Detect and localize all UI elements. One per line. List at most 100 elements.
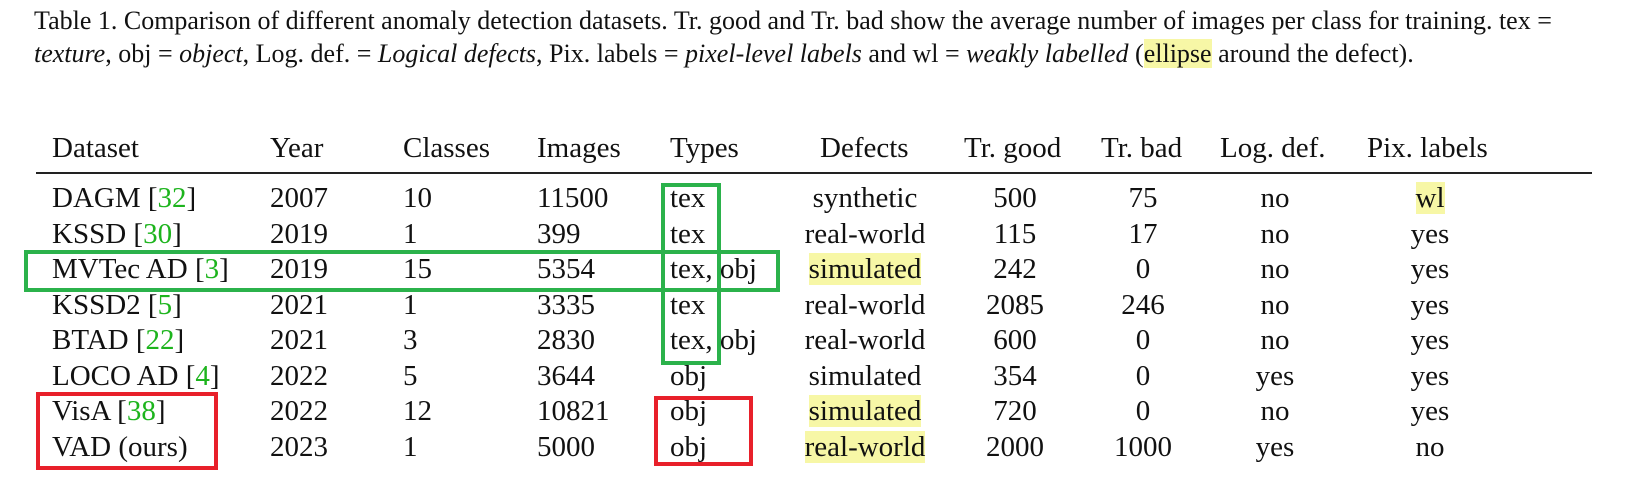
table-cell-images: 10821 <box>537 393 647 429</box>
cell-value: simulated <box>808 360 922 392</box>
caption-part: around the defect). <box>1211 39 1414 68</box>
cell-value: no <box>1260 324 1290 356</box>
table-cell-good: 2085 <box>955 287 1075 323</box>
citation-link[interactable]: 30 <box>143 218 173 250</box>
table-cell-defects: real-world <box>795 429 935 465</box>
caption-part: , obj = <box>105 39 180 68</box>
cell-value: wl <box>1415 182 1445 214</box>
cell-value: synthetic <box>812 182 918 214</box>
table-cell-types: tex <box>670 180 790 216</box>
table-cell-year: 2021 <box>270 322 360 358</box>
cell-value: 399 <box>537 218 581 250</box>
table-cell-good: 600 <box>955 322 1075 358</box>
citation-link[interactable]: 38 <box>126 395 156 427</box>
table-cell-name: MVTec AD [3] <box>52 253 229 285</box>
column-header: Pix. labels <box>1367 132 1488 164</box>
green-box-types-column <box>661 183 721 365</box>
cell-value: 2085 <box>986 289 1044 321</box>
citation-link[interactable]: 22 <box>145 324 175 356</box>
table-cell-log: yes <box>1215 429 1335 465</box>
table-cell-pix: yes <box>1360 393 1500 429</box>
cell-value: 2007 <box>270 182 328 214</box>
table-cell-types: obj <box>670 429 790 465</box>
citation-link[interactable]: 4 <box>195 360 210 392</box>
column-header: Images <box>537 132 621 164</box>
cell-value: 5354 <box>537 253 595 285</box>
cell-value: 3 <box>403 324 418 356</box>
table-cell-bad: 0 <box>1088 358 1198 394</box>
cell-value: obj <box>670 395 708 427</box>
table-cell-year: 2019 <box>270 216 360 252</box>
table-cell-good: 115 <box>955 216 1075 252</box>
table-cell-good: 720 <box>955 393 1075 429</box>
cell-value: no <box>1260 253 1290 285</box>
cell-value: 5 <box>403 360 418 392</box>
green-box-mvtec-row <box>24 250 780 292</box>
table-cell-pix: yes <box>1360 251 1500 287</box>
caption-ellipse-highlight: ellipse <box>1143 39 1212 68</box>
caption-texture: texture <box>34 39 106 68</box>
table-cell-types: tex, obj <box>670 251 790 287</box>
caption-part: , Pix. labels = <box>536 39 686 68</box>
table-cell-bad: 0 <box>1088 322 1198 358</box>
cell-value: no <box>1415 431 1445 463</box>
table-cell-log: no <box>1215 216 1335 252</box>
column-header: Tr. good <box>964 132 1062 164</box>
red-box-visa-vad-names <box>36 392 218 470</box>
table-cell-images: 3644 <box>537 358 647 394</box>
cell-value: 15 <box>403 253 432 285</box>
table-cell-classes: 5 <box>403 358 493 394</box>
caption-logical: Logical defects <box>377 39 537 68</box>
cell-value: tex <box>670 218 706 250</box>
citation-link[interactable]: 32 <box>157 182 187 214</box>
cell-value: 2022 <box>270 395 328 427</box>
cell-value: 354 <box>993 360 1037 392</box>
cell-value: no <box>1260 395 1290 427</box>
table-cell-year: 2022 <box>270 393 360 429</box>
table-cell-log: no <box>1215 287 1335 323</box>
table-cell-images: 3335 <box>537 287 647 323</box>
table-cell-year: 2021 <box>270 287 360 323</box>
cell-value: 10 <box>403 182 432 214</box>
cell-value: 115 <box>993 218 1037 250</box>
cell-value: simulated <box>808 253 922 285</box>
cell-value: obj <box>670 431 708 463</box>
caption-part: Table 1. Comparison of different anomaly… <box>34 6 1552 35</box>
dataset-name: KSSD <box>52 218 134 250</box>
citation-link[interactable]: 5 <box>157 289 173 321</box>
table-cell-images: 399 <box>537 216 647 252</box>
table-cell-bad: 17 <box>1088 216 1198 252</box>
dataset-name: BTAD <box>52 324 136 356</box>
table-cell-types: obj <box>670 358 790 394</box>
cell-value: 2023 <box>270 431 328 463</box>
table-cell-year: 2019 <box>270 251 360 287</box>
cell-value: 3335 <box>537 289 595 321</box>
table-cell-defects: simulated <box>795 358 935 394</box>
table-cell-pix: yes <box>1360 287 1500 323</box>
cell-value: 242 <box>993 253 1037 285</box>
cell-value: 0 <box>1135 253 1151 285</box>
cell-value: yes <box>1410 360 1450 392</box>
cell-value: 17 <box>1128 218 1158 250</box>
cell-value: yes <box>1410 395 1450 427</box>
cell-value: 500 <box>993 182 1037 214</box>
citation-link[interactable]: 3 <box>204 253 220 285</box>
table-cell-bad: 75 <box>1088 180 1198 216</box>
caption-pixel: pixel-level labels <box>685 39 862 68</box>
cell-value: no <box>1260 218 1290 250</box>
cell-value: 1000 <box>1114 431 1172 463</box>
table-cell-defects: real-world <box>795 322 935 358</box>
column-header: Dataset <box>52 132 139 164</box>
cell-value: simulated <box>808 395 922 427</box>
table-cell-images: 5354 <box>537 251 647 287</box>
table-cell-good: 2000 <box>955 429 1075 465</box>
cell-value: 0 <box>1135 395 1151 427</box>
table-cell-pix: yes <box>1360 216 1500 252</box>
cell-value: 2000 <box>986 431 1044 463</box>
cell-value: 0 <box>1135 360 1151 392</box>
table-cell-types: tex, obj <box>670 322 790 358</box>
table-cell-year: 2007 <box>270 180 360 216</box>
table-cell-log: no <box>1215 393 1335 429</box>
table-cell-name: DAGM [32] <box>52 182 197 214</box>
cell-value: tex <box>670 182 706 214</box>
